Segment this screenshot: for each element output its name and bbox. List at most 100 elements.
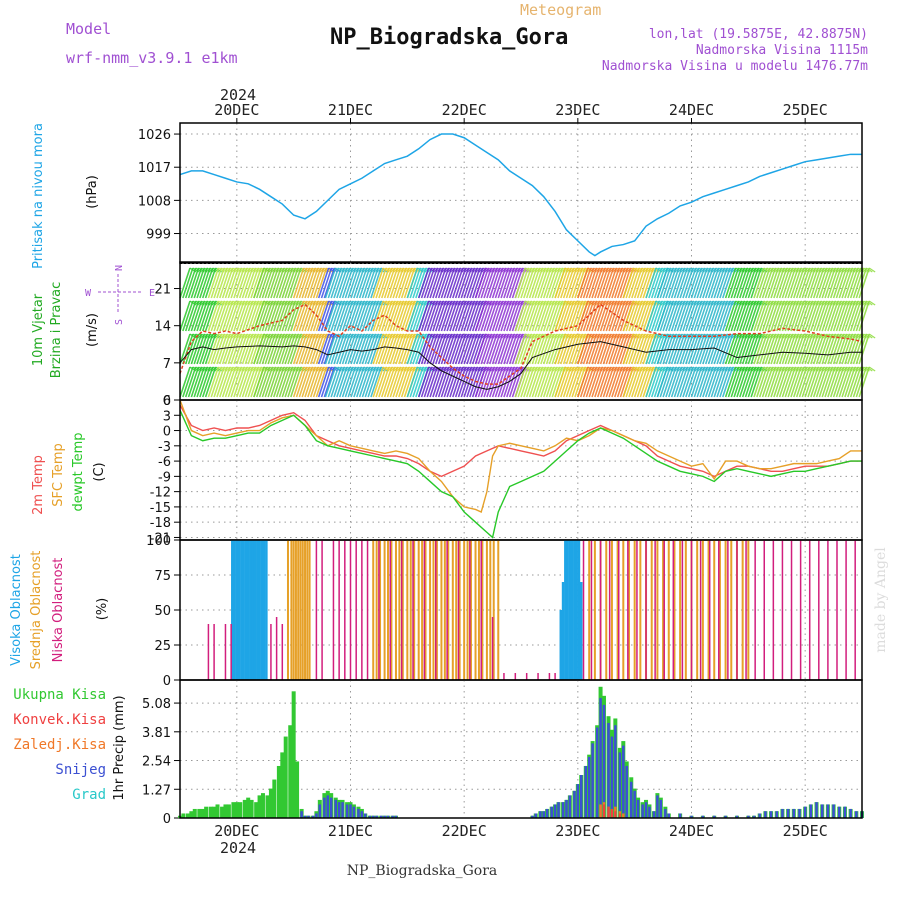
cloud-bar <box>654 540 656 680</box>
cloud-bar <box>458 540 460 680</box>
precip-bar <box>361 811 364 818</box>
cloud-bar <box>578 540 581 680</box>
cloud-bar <box>378 540 380 680</box>
cloud-bar <box>355 540 357 680</box>
precip-bar <box>238 802 242 818</box>
cloud-bar <box>588 540 590 680</box>
cloud-bar <box>651 540 653 680</box>
station-title: NP_Biogradska_Gora <box>330 25 568 50</box>
bottom-date-label: 21DEC <box>328 822 373 840</box>
top-date-label: 24DEC <box>669 101 714 119</box>
cloud-bar <box>745 540 747 680</box>
precip-bar <box>660 800 663 818</box>
precip-bar <box>243 800 247 818</box>
precip-bar <box>832 804 835 818</box>
cloud-bar <box>287 540 289 680</box>
cloud-bar <box>727 540 729 680</box>
cloud-bar <box>663 540 665 680</box>
cloud-bar <box>467 540 469 680</box>
lonlat-label: lon,lat (19.5875E, 42.8875N) <box>649 27 868 42</box>
cloud-bar <box>446 540 448 680</box>
cloud-bar <box>344 540 346 680</box>
precip-ytick-label: 1.27 <box>142 783 171 798</box>
wind-panel: 071421 <box>154 262 875 409</box>
cloud-ytick-label: 0 <box>163 674 171 689</box>
precip-legend-hail: Grad <box>72 787 106 803</box>
precip-bar <box>227 804 231 818</box>
wind-barb-band <box>515 268 571 397</box>
precip-bar <box>569 795 572 818</box>
precip-bar <box>258 795 262 818</box>
cloud-bar <box>571 540 574 680</box>
cloud-legend-high: Visoka Oblacnost <box>9 554 24 666</box>
cloud-bar <box>390 540 392 680</box>
cloud-bar <box>261 540 264 680</box>
precip-bar <box>292 691 296 818</box>
precip-bar <box>542 811 545 818</box>
precip-bar <box>550 807 553 818</box>
precip-ytick-label: 0 <box>163 812 171 827</box>
precip-bar <box>607 723 610 818</box>
meteogram-chart: Model wrf-nmm_v3.9.1 e1km Meteogram NP_B… <box>0 0 900 900</box>
model-label: Model <box>66 20 111 38</box>
cloud-bar <box>611 540 613 680</box>
precip-bar <box>327 795 330 818</box>
wind-barb-band <box>476 268 532 397</box>
wind-title-2: Brzina i Pravac <box>49 282 64 379</box>
cloud-legend-low: Niska Oblacnost <box>51 558 66 663</box>
cloud-bar <box>245 540 248 680</box>
precip-bar <box>838 807 841 818</box>
cloud-bar <box>549 673 551 680</box>
compass-label: W <box>85 288 92 299</box>
pressure-title: Pritisak na nivou mora <box>31 123 46 269</box>
cloud-bar <box>639 540 641 680</box>
wind-barb-band <box>623 268 662 397</box>
cloud-bar <box>321 540 323 680</box>
cloud-bar <box>560 610 563 680</box>
model-altitude-label: Nadmorska Visina u modelu 1476.77m <box>602 59 868 74</box>
precip-bar <box>193 809 197 818</box>
bottom-date-label: 20DEC <box>214 822 259 840</box>
temp-legend-2m: 2m Temp <box>31 455 46 515</box>
precip-ytick-label: 2.54 <box>142 755 171 770</box>
cloud-bar <box>537 673 539 680</box>
cloud-bar <box>782 540 784 680</box>
top-date-label: 25DEC <box>783 101 828 119</box>
precip-bar <box>599 804 602 818</box>
precip-bar <box>614 811 616 818</box>
precip-bar <box>641 804 644 818</box>
cloud-bar <box>249 540 252 680</box>
cloud-bar <box>709 540 711 680</box>
model-name: wrf-nmm_v3.9.1 e1km <box>66 49 238 67</box>
precip-bar <box>557 802 560 818</box>
cloud-bar <box>526 673 528 680</box>
top-date-label: 20DEC <box>214 101 259 119</box>
cloud-bar <box>656 540 658 680</box>
cloud-ylabel: (%) <box>95 598 110 621</box>
temp-legend-dewpt: dewpt Temp <box>71 432 86 511</box>
precip-bar <box>209 807 213 818</box>
precip-bar <box>295 761 299 818</box>
precip-legend-snow: Snijeg <box>55 762 106 778</box>
cloud-bar <box>247 540 250 680</box>
precip-bar <box>844 807 847 818</box>
wind-ytick-label: 21 <box>154 283 171 298</box>
bottom-date-label: 24DEC <box>669 822 714 840</box>
precip-bar <box>277 766 281 818</box>
precip-bar <box>189 811 193 818</box>
cloud-bar <box>515 673 517 680</box>
temp-legend-sfc: SFC Temp <box>51 443 66 507</box>
pressure-ylabel: (hPa) <box>85 175 100 209</box>
cloud-bar <box>424 540 426 680</box>
precip-bar <box>625 766 628 818</box>
cloud-bar <box>622 540 624 680</box>
precip-bar <box>216 804 220 818</box>
cloud-bar <box>297 540 299 680</box>
cloud-bar <box>299 540 301 680</box>
precip-bar <box>637 800 640 818</box>
cloud-bar <box>730 540 732 680</box>
precip-bar <box>585 766 588 818</box>
pressure-ytick-label: 1017 <box>138 161 171 176</box>
temp-line-0 <box>180 405 862 476</box>
precip-bar <box>197 809 201 818</box>
